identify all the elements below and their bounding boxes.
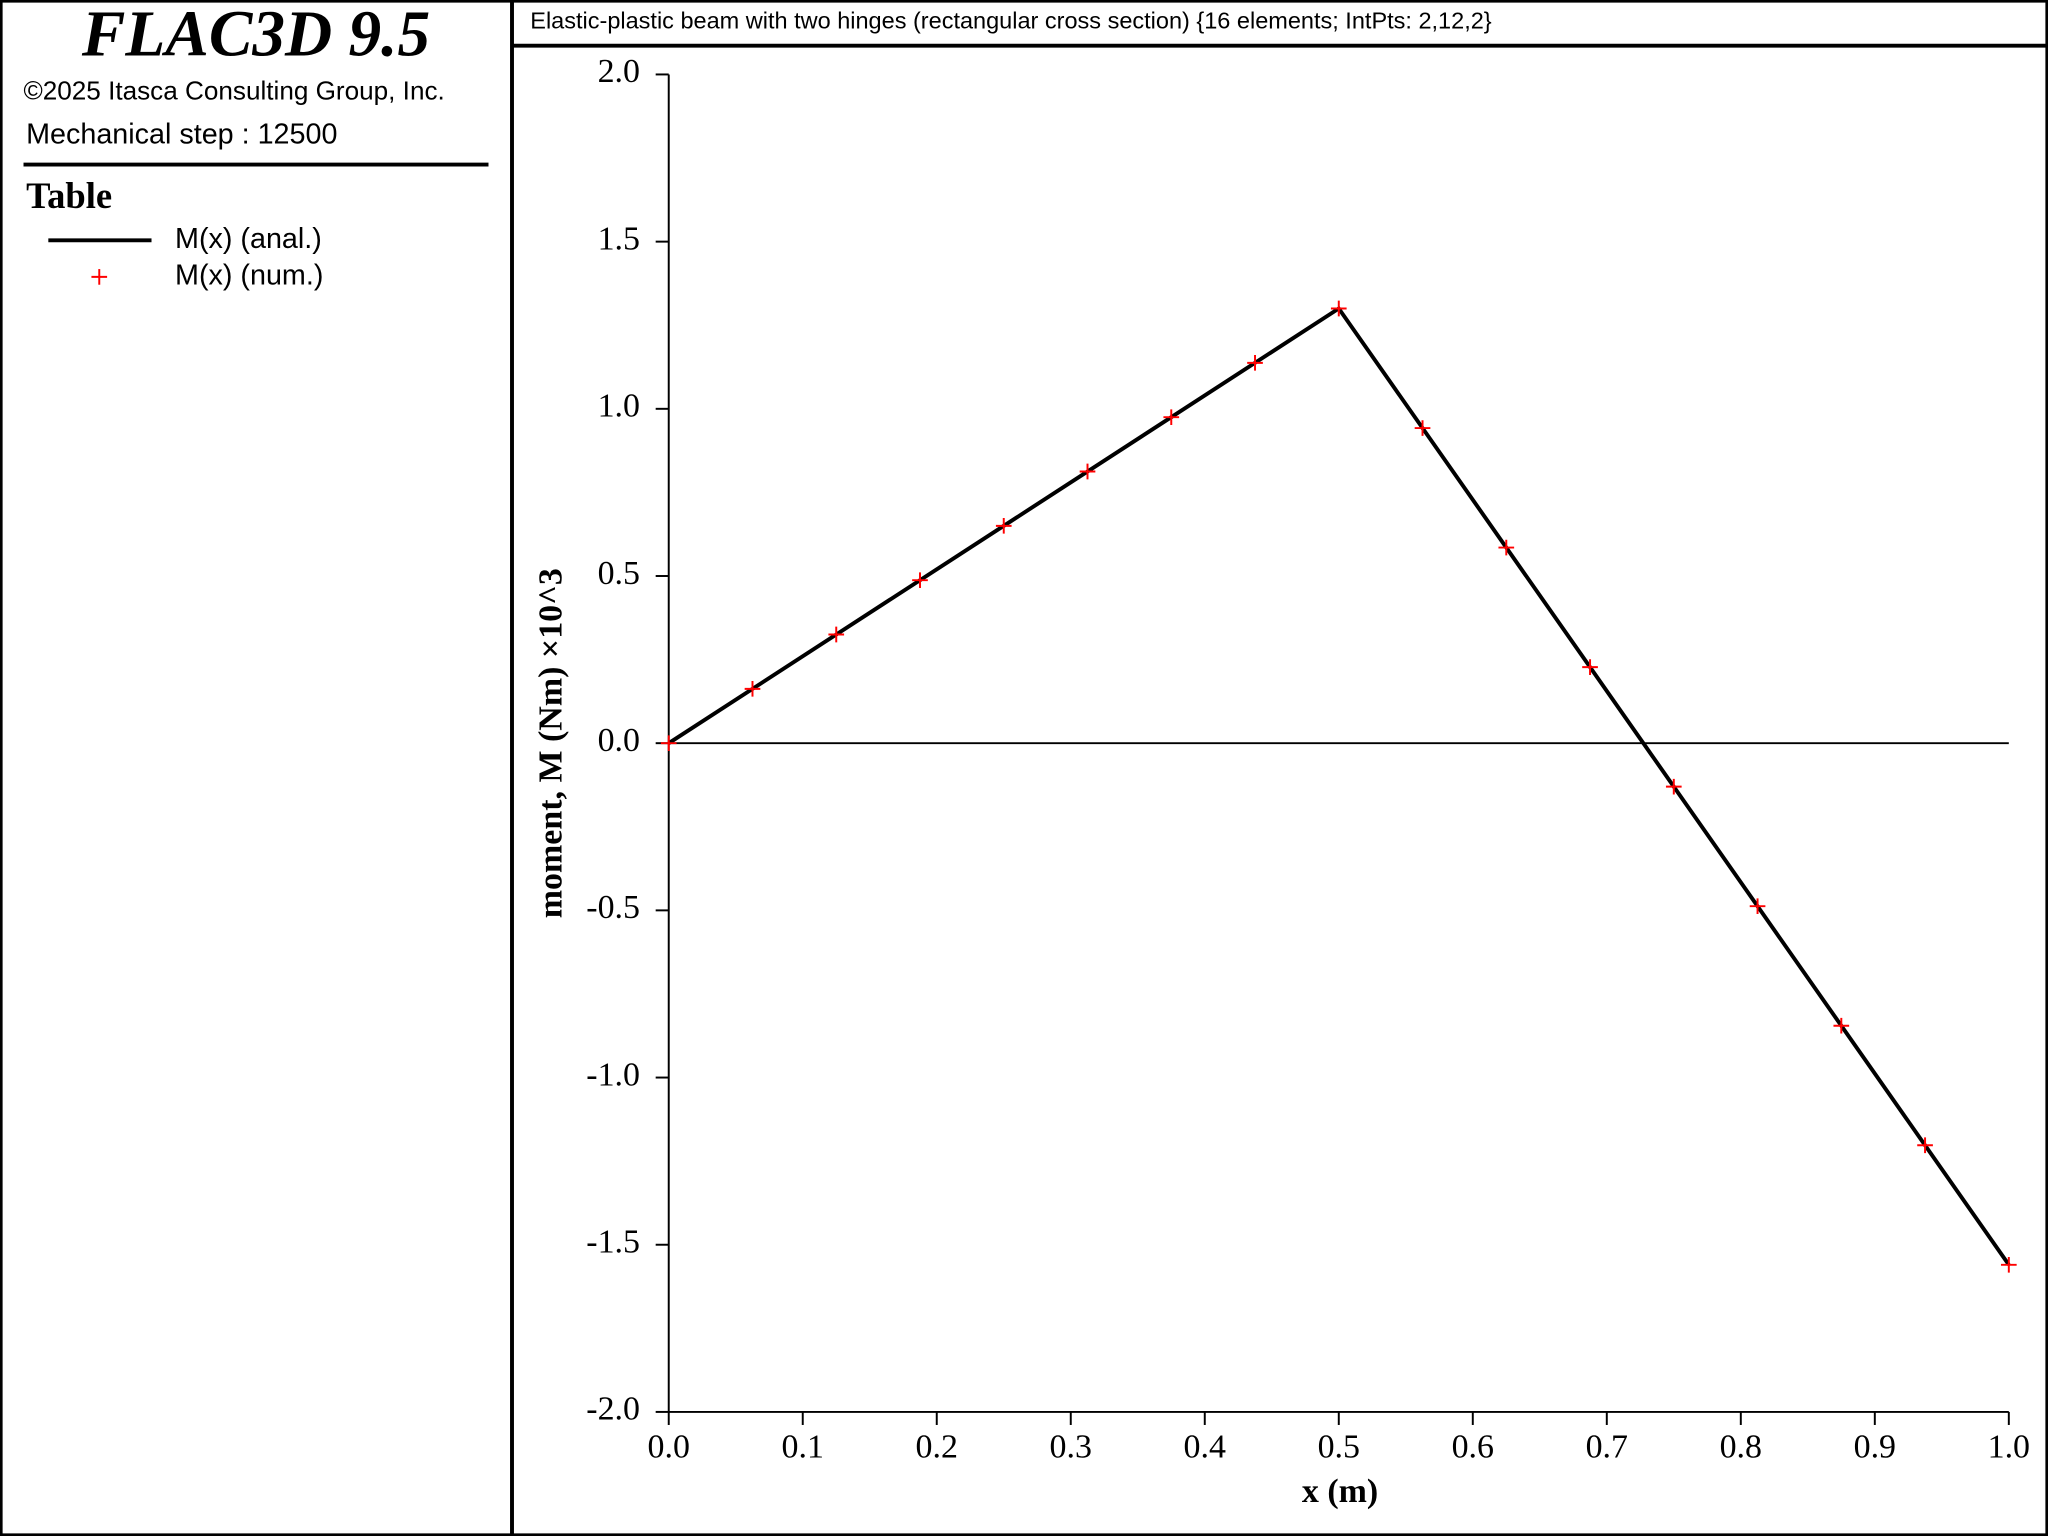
y-tick-label: 1.5 — [598, 220, 640, 257]
chart-title: Elastic-plastic beam with two hinges (re… — [530, 7, 1492, 33]
y-tick-label: -0.5 — [586, 889, 640, 926]
data-point — [995, 518, 1012, 534]
x-tick-label: 0.6 — [1452, 1429, 1494, 1466]
data-point — [1917, 1137, 1933, 1154]
data-point — [744, 681, 761, 697]
data-point — [1582, 659, 1598, 675]
x-tick-label: 0.7 — [1586, 1429, 1628, 1466]
x-tick-label: 0.4 — [1184, 1429, 1226, 1466]
x-tick-label: 0.2 — [916, 1429, 958, 1466]
y-tick-label: 1.0 — [598, 388, 640, 425]
x-tick-label: 0.3 — [1050, 1429, 1092, 1466]
data-point — [1079, 463, 1096, 480]
legend-label: M(x) (anal.) — [175, 223, 322, 255]
x-axis-label: x (m) — [1302, 1473, 1378, 1510]
data-point — [1163, 409, 1180, 426]
y-tick-label: -1.0 — [586, 1056, 640, 1093]
x-tick-label: 0.1 — [782, 1429, 824, 1466]
step-info: Mechanical step : 12500 — [26, 118, 337, 150]
data-point — [828, 626, 845, 643]
data-point — [912, 572, 928, 589]
y-axis-label: moment, M (Nm) ×10^3 — [533, 568, 570, 918]
x-tick-label: 0.9 — [1854, 1429, 1896, 1466]
data-point — [1330, 300, 1347, 317]
y-tick-label: 0.0 — [598, 722, 640, 759]
x-tick-label: 0.0 — [648, 1429, 690, 1466]
data-point — [2000, 1256, 2017, 1273]
data-point — [1749, 898, 1766, 915]
data-point — [1498, 539, 1515, 556]
copyright: ©2025 Itasca Consulting Group, Inc. — [24, 76, 445, 106]
y-tick-label: -2.0 — [586, 1391, 640, 1428]
data-point — [1833, 1017, 1850, 1034]
data-point — [1414, 420, 1431, 436]
legend-label: M(x) (num.) — [175, 259, 323, 291]
data-point — [1247, 355, 1263, 371]
data-point — [660, 735, 677, 752]
product-title: FLAC3D 9.5 — [81, 0, 430, 70]
x-tick-label: 1.0 — [1988, 1429, 2030, 1466]
data-point — [1665, 778, 1682, 795]
y-tick-label: -1.5 — [586, 1224, 640, 1261]
legend-title: Table — [26, 175, 112, 216]
y-tick-label: 2.0 — [598, 53, 640, 90]
y-tick-label: 0.5 — [598, 555, 640, 592]
x-tick-label: 0.5 — [1318, 1429, 1360, 1466]
x-tick-label: 0.8 — [1720, 1429, 1762, 1466]
legend-marker — [91, 269, 108, 285]
